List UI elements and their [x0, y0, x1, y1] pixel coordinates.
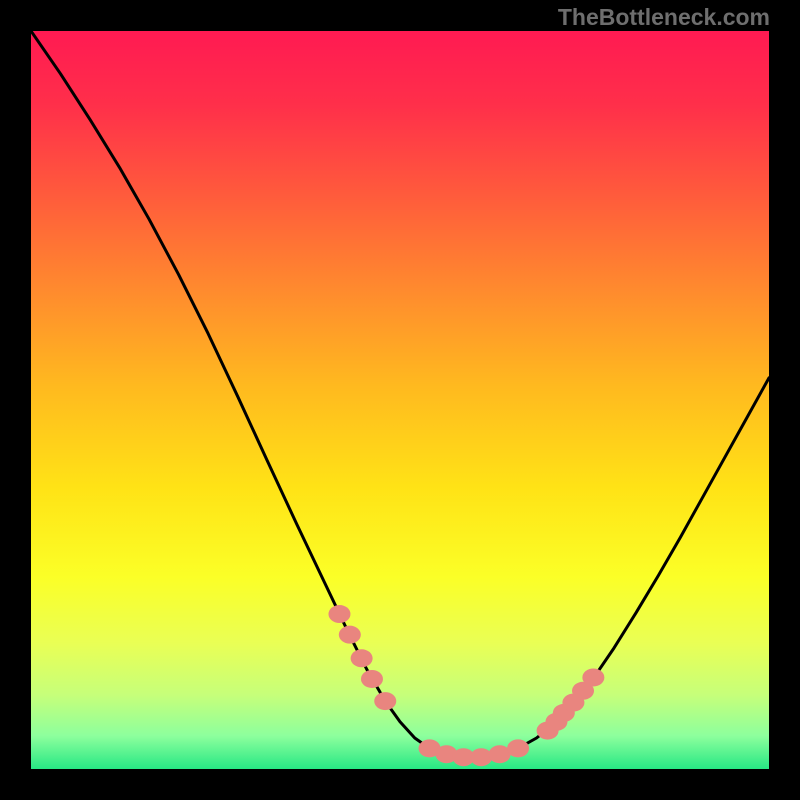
curve-marker	[361, 670, 383, 688]
plot-svg	[31, 31, 769, 769]
curve-marker	[374, 692, 396, 710]
curve-marker	[339, 626, 361, 644]
curve-marker	[507, 739, 529, 757]
watermark-text: TheBottleneck.com	[558, 4, 770, 31]
gradient-background	[31, 31, 769, 769]
plot-area	[31, 31, 769, 769]
curve-marker	[328, 605, 350, 623]
curve-marker	[351, 649, 373, 667]
curve-marker	[582, 668, 604, 686]
curve-marker	[470, 748, 492, 766]
